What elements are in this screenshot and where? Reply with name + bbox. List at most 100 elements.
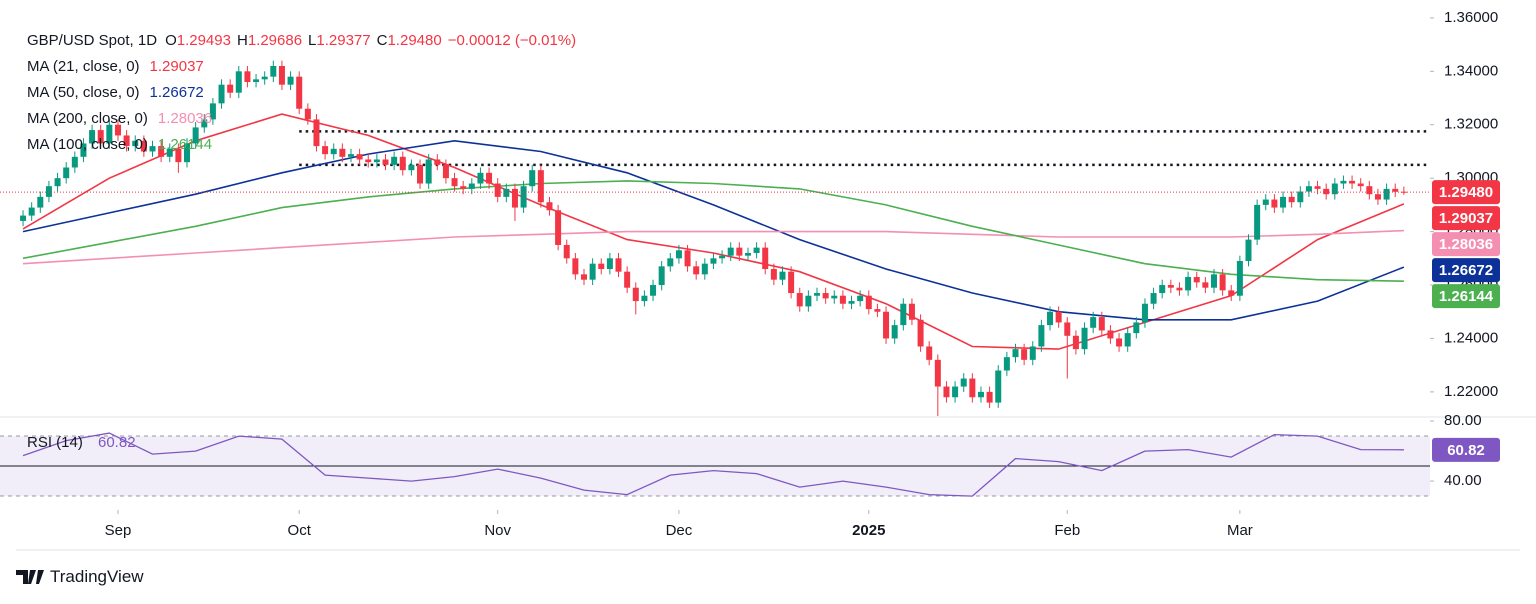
price-change: −0.00012 (−0.01%) [447, 32, 577, 49]
candle-body [1383, 188, 1390, 200]
candle-body [1159, 285, 1166, 294]
candle-body [1280, 196, 1287, 208]
candle-body [356, 154, 363, 160]
candle-body [1357, 183, 1364, 187]
candle-body [1236, 260, 1243, 296]
candle-body [365, 159, 372, 163]
x-tick-label: Mar [1227, 522, 1253, 539]
legend: GBP/USD Spot, 1D O1.29493 H1.29686 L1.29377… [27, 28, 580, 158]
candle-body [97, 130, 104, 144]
candle-body [1349, 180, 1356, 184]
rsi-name: RSI (14) [27, 434, 83, 451]
candle-body [1374, 194, 1381, 200]
ohlc-stat-label: C [376, 32, 388, 49]
candle-body [546, 202, 553, 211]
candle-body [1254, 204, 1261, 240]
y-tick-label: 1.24000 [1444, 329, 1498, 346]
candle-body [1305, 186, 1312, 192]
candle-body [615, 258, 622, 272]
candle-body [28, 207, 35, 216]
rsi-tag-label: 60.82 [1447, 442, 1485, 459]
candle-body [1055, 311, 1062, 323]
x-tick-label: 2025 [852, 522, 885, 539]
candle-body [883, 311, 890, 339]
candle-body [1366, 186, 1373, 195]
candle-body [434, 159, 441, 165]
candle-body [1098, 317, 1105, 331]
rsi-tick-label: 40.00 [1444, 472, 1482, 489]
candle-body [425, 159, 432, 184]
candle-body [986, 391, 993, 403]
candle-body [589, 263, 596, 280]
candle-body [1323, 188, 1330, 195]
candle-body [54, 178, 61, 187]
candle-body [943, 386, 950, 398]
candle-body [192, 127, 199, 144]
candle-body [926, 346, 933, 360]
price-tag-label: 1.29037 [1439, 210, 1493, 227]
candle-body [865, 295, 872, 310]
candle-body [373, 159, 380, 163]
candle-body [451, 178, 458, 187]
ohlc-stat-value: 1.29493 [176, 32, 231, 49]
candle-body [1047, 311, 1054, 326]
candle-body [667, 258, 674, 267]
legend-value: 1.28036 [157, 110, 213, 127]
candle-body [814, 293, 821, 296]
candle-body [184, 143, 191, 163]
candle-body [114, 124, 121, 136]
price-tag-label: 1.29480 [1439, 184, 1493, 201]
candle-body [253, 79, 260, 83]
candle-body [494, 183, 501, 197]
x-tick-label: Sep [105, 522, 132, 539]
candle-body [1133, 322, 1140, 334]
candle-body [952, 386, 959, 398]
candle-body [770, 269, 777, 280]
candle-body [839, 295, 846, 304]
price-tag [1432, 284, 1500, 309]
candle-body [1038, 325, 1045, 347]
candle-body [1116, 338, 1123, 347]
candle-body [218, 84, 225, 104]
candle-body [123, 135, 130, 147]
price-tag [1432, 232, 1500, 257]
rsi-tick-label: 80.00 [1444, 412, 1482, 429]
candle-body [80, 143, 87, 157]
y-tick-label: 1.36000 [1444, 9, 1498, 26]
legend-value: 1.26144 [157, 136, 213, 153]
candle-body [468, 183, 475, 189]
candle-body [1331, 183, 1338, 195]
candle-body [442, 164, 449, 179]
ma-legend-row: MA (21, close, 0) 1.29037 [27, 54, 580, 80]
candle-body [788, 271, 795, 294]
y-tick-label: 1.32000 [1444, 116, 1498, 133]
footer: TradingView [16, 567, 144, 587]
candle-body [1029, 346, 1036, 360]
candle-body [287, 76, 294, 85]
ohlc-stat-label: L [308, 32, 317, 49]
moving-average-line [22, 139, 1405, 321]
candle-body [149, 146, 156, 152]
candle-body [727, 247, 734, 256]
candle-body [995, 370, 1002, 403]
price-tag [1432, 206, 1500, 231]
legend-entry: MA (50, close, 0) [27, 84, 140, 101]
candle-body [719, 255, 726, 259]
candle-body [563, 244, 570, 259]
candle-body [347, 154, 354, 157]
ohlc-stat-label: H [236, 32, 248, 49]
candle-body [71, 156, 78, 168]
candle-body [339, 148, 346, 157]
candle-body [89, 130, 96, 144]
candle-body [209, 103, 216, 120]
candle-body [744, 252, 751, 256]
candle-body [1271, 199, 1278, 208]
candle-body [503, 188, 510, 197]
candle-body [641, 295, 648, 302]
price-tag-label: 1.26144 [1439, 288, 1494, 305]
candle-body [779, 271, 786, 280]
candle-body [710, 258, 717, 264]
candle-body [555, 210, 562, 245]
candle-body [460, 186, 467, 189]
